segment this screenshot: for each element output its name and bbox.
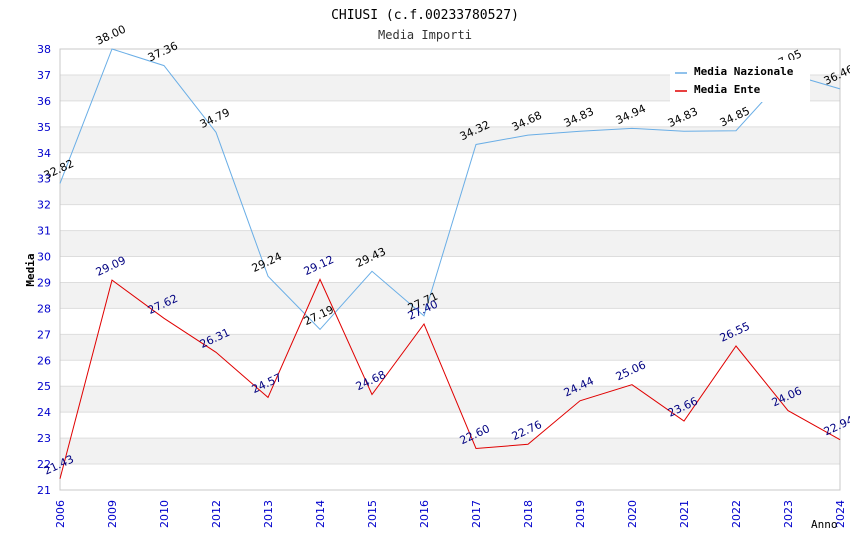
x-tick-label: 2023 xyxy=(782,500,795,528)
plot-bands xyxy=(60,74,840,465)
plot-band xyxy=(60,230,840,257)
plot-band xyxy=(60,438,840,465)
y-tick-label: 36 xyxy=(37,95,51,108)
x-tick-label: 2009 xyxy=(106,500,119,528)
data-label: 38.00 xyxy=(94,23,128,48)
legend-box xyxy=(670,60,810,102)
chart-title: CHIUSI (c.f.00233780527) xyxy=(331,8,519,23)
x-tick-label: 2020 xyxy=(626,500,639,528)
y-tick-label: 24 xyxy=(37,406,51,419)
y-tick-label: 21 xyxy=(37,484,51,497)
plot-band xyxy=(60,334,840,361)
y-tick-label: 34 xyxy=(37,147,51,160)
x-tick-label: 2015 xyxy=(366,500,379,528)
y-tick-label: 33 xyxy=(37,173,51,186)
y-tick-label: 25 xyxy=(37,380,51,393)
y-tick-label: 26 xyxy=(37,354,51,367)
y-tick-label: 30 xyxy=(37,251,51,264)
y-tick-label: 28 xyxy=(37,302,51,315)
y-tick-label: 31 xyxy=(37,225,51,238)
x-tick-label: 2010 xyxy=(158,500,171,528)
series-line-media-nazionale xyxy=(59,48,841,331)
data-label: 34.85 xyxy=(718,104,752,129)
x-tick-label: 2014 xyxy=(314,500,327,528)
x-axis-ticks: 2006 2009 2010 2012 2013 2014 2015 2016 2017 2018… xyxy=(54,500,847,528)
x-tick-label: 2012 xyxy=(210,500,223,528)
data-label: 29.09 xyxy=(94,254,128,279)
legend-label-ente: Media Ente xyxy=(694,83,761,96)
plot-band xyxy=(60,282,840,309)
x-tick-label: 2018 xyxy=(522,500,535,528)
data-label: 34.83 xyxy=(666,105,700,130)
x-tick-label: 2006 xyxy=(54,500,67,528)
data-label: 25.06 xyxy=(614,358,648,383)
x-tick-label: 2016 xyxy=(418,500,431,528)
legend-label-nazionale: Media Nazionale xyxy=(694,65,794,78)
x-tick-label: 2017 xyxy=(470,500,483,528)
plot-band xyxy=(60,178,840,205)
data-label: 37.36 xyxy=(146,39,180,64)
y-tick-label: 29 xyxy=(37,276,51,289)
y-tick-label: 32 xyxy=(37,199,51,212)
data-label: 22.94 xyxy=(822,413,850,438)
plot-band xyxy=(60,386,840,413)
y-tick-label: 37 xyxy=(37,69,51,82)
x-tick-label: 2013 xyxy=(262,500,275,528)
data-label: 21.43 xyxy=(42,452,76,477)
plot-frame xyxy=(59,48,841,491)
x-tick-label: 2022 xyxy=(730,500,743,528)
x-tick-label: 2019 xyxy=(574,500,587,528)
y-tick-label: 38 xyxy=(37,43,51,56)
chart-subtitle: Media Importi xyxy=(378,28,472,42)
data-label: 34.94 xyxy=(614,102,648,127)
y-axis-ticks: 21 22 23 24 25 26 27 28 29 30 31 32 33 34 35 36 37 38 xyxy=(37,43,51,497)
y-tick-label: 27 xyxy=(37,328,51,341)
y-tick-label: 23 xyxy=(37,432,51,445)
data-label: 34.83 xyxy=(562,105,596,130)
y-axis-label: Media xyxy=(24,253,37,286)
y-tick-label: 35 xyxy=(37,121,51,134)
series-line-media-ente xyxy=(59,278,841,479)
y-tick-label: 22 xyxy=(37,458,51,471)
legend: Media Nazionale Media Ente xyxy=(670,60,810,102)
x-tick-label: 2021 xyxy=(678,500,691,528)
x-axis-label: Anno xyxy=(811,518,838,531)
x-tick-label: 2024 xyxy=(834,500,847,528)
